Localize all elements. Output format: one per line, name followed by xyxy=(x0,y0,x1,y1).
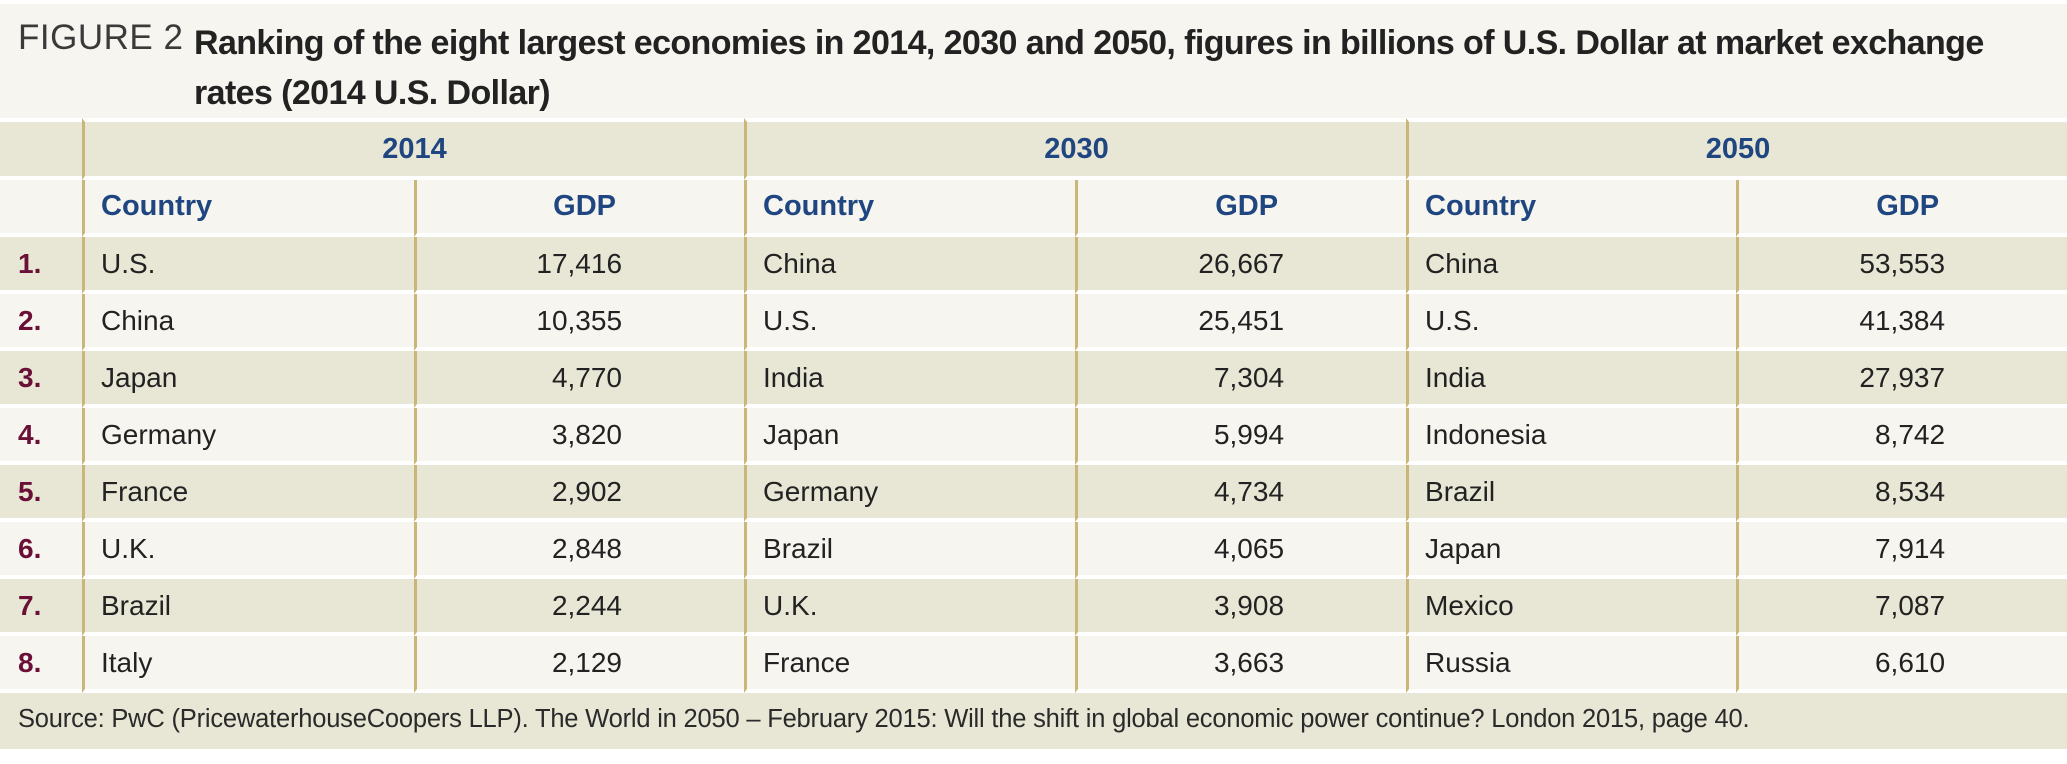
rank-cell: 2. xyxy=(0,294,82,351)
gdp-cell-2050: 7,914 xyxy=(1736,522,2067,579)
rank-column-blank xyxy=(0,180,82,237)
column-header-gdp-2014: GDP xyxy=(414,180,745,237)
country-cell-2030: Brazil xyxy=(744,522,1076,579)
figure-title: Ranking of the eight largest economies i… xyxy=(194,24,1984,112)
rank-cell: 3. xyxy=(0,351,82,408)
source-note-row: Source: PwC (PricewaterhouseCoopers LLP)… xyxy=(0,693,2067,749)
gdp-cell-2030: 26,667 xyxy=(1075,237,1407,294)
year-header-2014: 2014 xyxy=(82,118,745,180)
column-header-gdp-2030: GDP xyxy=(1075,180,1407,237)
table-row: 1. U.S. 17,416 China 26,667 China 53,553 xyxy=(0,237,2067,294)
rank-cell: 1. xyxy=(0,237,82,294)
gdp-cell-2050: 6,610 xyxy=(1736,636,2067,693)
rank-cell: 4. xyxy=(0,408,82,465)
country-cell-2050: Japan xyxy=(1406,522,1737,579)
gdp-cell-2050: 8,534 xyxy=(1736,465,2067,522)
rank-cell: 5. xyxy=(0,465,82,522)
gdp-cell-2014: 2,848 xyxy=(414,522,745,579)
year-header-row: 2014 2030 2050 xyxy=(0,118,2067,180)
column-header-country-2030: Country xyxy=(744,180,1076,237)
country-cell-2014: Germany xyxy=(82,408,414,465)
country-cell-2014: U.K. xyxy=(82,522,414,579)
country-cell-2050: China xyxy=(1406,237,1737,294)
country-cell-2030: France xyxy=(744,636,1076,693)
table-row: 3. Japan 4,770 India 7,304 India 27,937 xyxy=(0,351,2067,408)
gdp-cell-2014: 2,244 xyxy=(414,579,745,636)
country-cell-2050: Brazil xyxy=(1406,465,1737,522)
gdp-cell-2014: 2,129 xyxy=(414,636,745,693)
gdp-cell-2050: 27,937 xyxy=(1736,351,2067,408)
gdp-cell-2030: 5,994 xyxy=(1075,408,1407,465)
figure-label: FIGURE 2 xyxy=(18,18,184,57)
figure-header: FIGURE 2 Ranking of the eight largest ec… xyxy=(0,4,2067,118)
country-cell-2050: U.S. xyxy=(1406,294,1737,351)
gdp-cell-2030: 4,065 xyxy=(1075,522,1407,579)
gdp-cell-2014: 2,902 xyxy=(414,465,745,522)
country-cell-2014: France xyxy=(82,465,414,522)
country-cell-2014: Italy xyxy=(82,636,414,693)
country-cell-2014: Japan xyxy=(82,351,414,408)
country-cell-2030: India xyxy=(744,351,1076,408)
country-cell-2014: China xyxy=(82,294,414,351)
country-cell-2030: U.K. xyxy=(744,579,1076,636)
country-cell-2050: Mexico xyxy=(1406,579,1737,636)
rank-cell: 6. xyxy=(0,522,82,579)
table-row: 7. Brazil 2,244 U.K. 3,908 Mexico 7,087 xyxy=(0,579,2067,636)
country-cell-2030: U.S. xyxy=(744,294,1076,351)
gdp-cell-2030: 3,908 xyxy=(1075,579,1407,636)
table-row: 6. U.K. 2,848 Brazil 4,065 Japan 7,914 xyxy=(0,522,2067,579)
gdp-cell-2050: 8,742 xyxy=(1736,408,2067,465)
source-note: Source: PwC (PricewaterhouseCoopers LLP)… xyxy=(18,705,1750,733)
column-header-country-2050: Country xyxy=(1406,180,1737,237)
gdp-cell-2014: 10,355 xyxy=(414,294,745,351)
gdp-cell-2014: 3,820 xyxy=(414,408,745,465)
country-cell-2050: India xyxy=(1406,351,1737,408)
gdp-cell-2030: 7,304 xyxy=(1075,351,1407,408)
table-row: 5. France 2,902 Germany 4,734 Brazil 8,534 xyxy=(0,465,2067,522)
gdp-cell-2030: 3,663 xyxy=(1075,636,1407,693)
gdp-cell-2030: 4,734 xyxy=(1075,465,1407,522)
column-header-row: Country GDP Country GDP Country GDP xyxy=(0,180,2067,237)
country-cell-2014: U.S. xyxy=(82,237,414,294)
country-cell-2030: Japan xyxy=(744,408,1076,465)
table-row: 4. Germany 3,820 Japan 5,994 Indonesia 8,742 xyxy=(0,408,2067,465)
year-header-2030: 2030 xyxy=(744,118,1407,180)
table-row: 8. Italy 2,129 France 3,663 Russia 6,610 xyxy=(0,636,2067,693)
rank-header-blank xyxy=(0,118,82,180)
rank-cell: 8. xyxy=(0,636,82,693)
table-row: 2. China 10,355 U.S. 25,451 U.S. 41,384 xyxy=(0,294,2067,351)
gdp-cell-2050: 7,087 xyxy=(1736,579,2067,636)
gdp-cell-2014: 17,416 xyxy=(414,237,745,294)
country-cell-2030: Germany xyxy=(744,465,1076,522)
country-cell-2030: China xyxy=(744,237,1076,294)
country-cell-2050: Indonesia xyxy=(1406,408,1737,465)
figure: FIGURE 2 Ranking of the eight largest ec… xyxy=(0,4,2067,749)
rank-cell: 7. xyxy=(0,579,82,636)
gdp-cell-2014: 4,770 xyxy=(414,351,745,408)
year-header-2050: 2050 xyxy=(1406,118,2067,180)
column-header-country-2014: Country xyxy=(82,180,414,237)
gdp-cell-2030: 25,451 xyxy=(1075,294,1407,351)
gdp-cell-2050: 41,384 xyxy=(1736,294,2067,351)
column-header-gdp-2050: GDP xyxy=(1736,180,2067,237)
country-cell-2014: Brazil xyxy=(82,579,414,636)
country-cell-2050: Russia xyxy=(1406,636,1737,693)
gdp-cell-2050: 53,553 xyxy=(1736,237,2067,294)
gdp-ranking-table: 2014 2030 2050 Country GDP Country GDP C… xyxy=(0,118,2067,693)
